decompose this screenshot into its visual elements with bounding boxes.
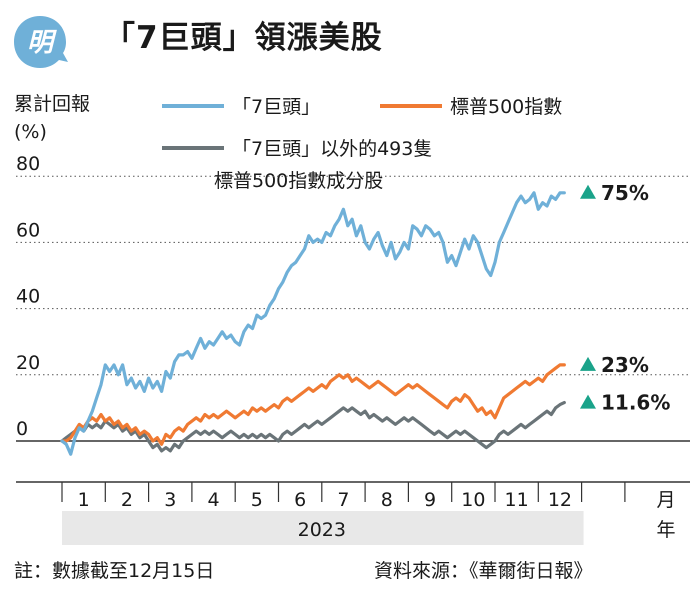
legend-label-other-493-line1: 「7巨頭」以外的493隻 [232, 138, 433, 160]
end-label-magnificent-7: 75% [601, 181, 649, 205]
end-labels: 75% 23% 11.6% [580, 181, 670, 415]
series-line-sp500 [60, 363, 566, 446]
x-tick-label-1: 1 [78, 489, 90, 511]
y-tick-labels: 0 20 40 60 80 [16, 153, 40, 440]
y-axis-label-line1: 累計回報 [14, 93, 91, 115]
grid-lines [16, 175, 690, 442]
x-axis-label-month: 月 [656, 489, 675, 511]
y-axis-label-line2: (%) [14, 121, 47, 143]
end-label-other-493-triangle-icon [580, 394, 596, 409]
x-tick-label-12: 12 [548, 489, 572, 511]
series-lines [60, 191, 566, 456]
source-note: 資料來源：《華爾街日報》 [374, 560, 593, 582]
x-tick-label-4: 4 [208, 489, 220, 511]
x-axis-label-year: 年 [656, 519, 675, 541]
newspaper-logo-icon: 明 [14, 16, 68, 68]
x-tick-label-7: 7 [337, 489, 349, 511]
end-label-sp500-triangle-icon [580, 356, 596, 371]
x-axis: 1 2 3 4 5 6 7 8 9 10 11 12 [16, 481, 690, 511]
series-line-magnificent-7 [60, 191, 566, 456]
x-tick-label-10: 10 [461, 489, 485, 511]
logo-text: 明 [27, 28, 57, 58]
x-tick-label-5: 5 [251, 489, 263, 511]
end-label-other-493: 11.6% [601, 391, 670, 415]
legend-swatch-sp500 [380, 103, 442, 108]
x-tick-label-11: 11 [505, 489, 529, 511]
year-label: 2023 [298, 519, 346, 541]
series-line-other-493 [60, 401, 566, 453]
x-tick-label-3: 3 [164, 489, 176, 511]
end-label-magnificent-7-triangle-icon [580, 184, 596, 199]
legend-swatch-magnificent-7 [162, 103, 224, 108]
y-axis-label: 累計回報 (%) [14, 90, 90, 146]
footnote-data-date: 註：數據截至12月15日 [14, 560, 215, 582]
legend-item-sp500: 標普500指數 [380, 92, 562, 119]
x-tick-label-8: 8 [381, 489, 393, 511]
y-tick-label-60: 60 [16, 219, 40, 241]
x-tick-label-2: 2 [121, 489, 133, 511]
legend-item-magnificent-7: 「7巨頭」 [162, 92, 320, 119]
legend-label-other-493-line2: 標普500指數成分股 [214, 170, 384, 192]
y-tick-label-40: 40 [16, 286, 40, 308]
x-tick-label-6: 6 [294, 489, 306, 511]
x-tick-label-9: 9 [424, 489, 436, 511]
y-tick-label-0: 0 [16, 418, 28, 440]
legend-label-magnificent-7: 「7巨頭」 [232, 96, 321, 118]
chart-title: 「7巨頭」領漲美股 [104, 20, 383, 56]
end-label-sp500: 23% [601, 353, 649, 377]
y-tick-label-20: 20 [16, 352, 40, 374]
legend-swatch-other-493 [162, 145, 224, 150]
legend-item-other-493: 「7巨頭」以外的493隻 [162, 134, 432, 161]
y-tick-label-80: 80 [16, 153, 40, 175]
year-band [62, 511, 584, 545]
legend-label-sp500: 標普500指數 [450, 96, 563, 118]
